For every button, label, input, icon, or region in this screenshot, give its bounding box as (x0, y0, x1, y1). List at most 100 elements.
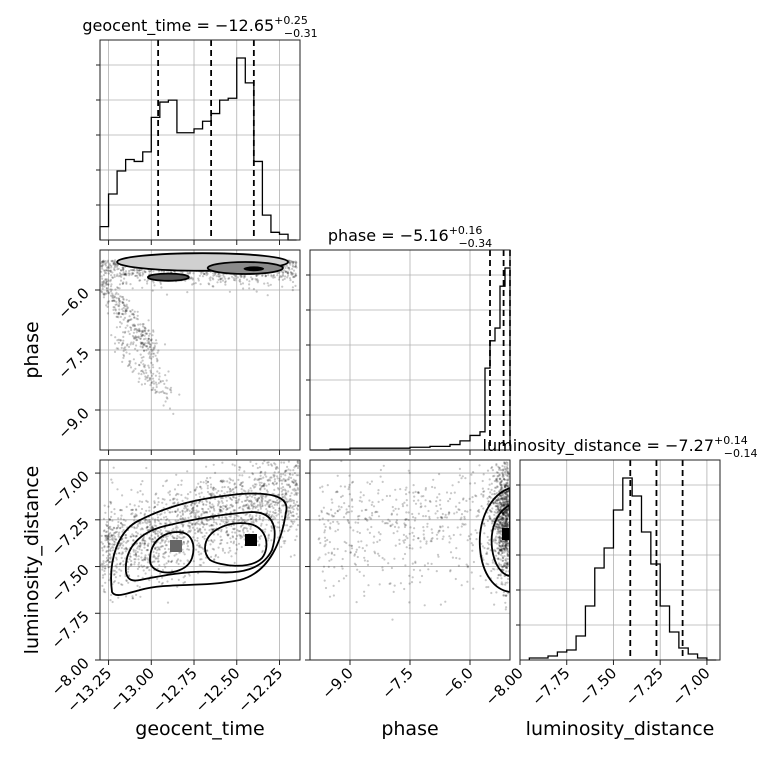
sample-point (146, 548, 149, 552)
sample-point (111, 260, 114, 263)
sample-point (126, 306, 130, 309)
sample-point (347, 505, 350, 508)
sample-point (413, 495, 416, 498)
sample-point (163, 547, 167, 551)
sample-point (219, 277, 222, 280)
sample-point (149, 384, 152, 387)
sample-point (292, 508, 295, 511)
sample-point (275, 482, 278, 485)
sample-point (408, 471, 411, 475)
sample-point (199, 485, 202, 488)
sample-point (184, 505, 187, 508)
sample-point (101, 265, 104, 268)
sample-point (152, 555, 155, 559)
sample-point (277, 493, 280, 496)
sample-point (358, 499, 361, 502)
sample-point (209, 492, 212, 495)
sample-point (139, 271, 142, 275)
sample-point (128, 269, 131, 273)
sample-point (195, 501, 198, 504)
sample-point (366, 563, 370, 567)
sample-point (264, 499, 267, 503)
sample-point (318, 556, 321, 559)
sample-point (102, 283, 105, 286)
sample-point (129, 283, 132, 286)
sample-point (274, 501, 278, 504)
sample-point (122, 563, 125, 567)
sample-point (151, 334, 154, 337)
sample-point (286, 276, 289, 279)
sample-point (492, 540, 495, 543)
sample-point (236, 529, 239, 532)
sample-point (111, 528, 114, 532)
sample-point (267, 504, 270, 507)
sample-point (404, 524, 408, 527)
sample-point (113, 296, 117, 299)
sample-point (150, 382, 153, 385)
sample-point (134, 549, 137, 552)
sample-point (144, 329, 147, 332)
sample-point (486, 519, 489, 523)
sample-point (142, 343, 145, 346)
sample-point (496, 530, 499, 533)
sample-point (103, 545, 106, 548)
sample-point (194, 522, 197, 525)
sample-point (133, 504, 136, 507)
sample-point (247, 504, 250, 507)
sample-point (125, 579, 128, 582)
sample-point (257, 477, 261, 480)
sample-point (196, 530, 199, 533)
sample-point (399, 582, 402, 585)
sample-point (109, 560, 112, 564)
sample-point (156, 560, 160, 563)
sample-point (383, 558, 386, 561)
sample-point (289, 279, 292, 282)
sample-point (101, 568, 104, 571)
sample-point (167, 370, 170, 373)
sample-point (162, 507, 165, 510)
sample-point (138, 565, 141, 569)
sample-point (503, 461, 506, 464)
sample-point (128, 299, 131, 302)
sample-point (342, 516, 346, 519)
sample-point (208, 283, 211, 286)
sample-point (165, 515, 168, 518)
sample-point (123, 524, 126, 527)
sample-point (132, 358, 135, 361)
sample-point (141, 559, 144, 562)
sample-point (113, 543, 116, 547)
sample-point (111, 271, 114, 274)
sample-point (289, 504, 292, 507)
sample-point (485, 586, 488, 589)
sample-point (133, 558, 136, 561)
sample-point (180, 479, 183, 482)
sample-point (173, 270, 177, 273)
tick-label-luminosity_distance: −8.00 (482, 664, 527, 709)
sample-point (132, 534, 135, 537)
sample-point (224, 516, 227, 519)
sample-point (170, 560, 173, 563)
sample-point (283, 530, 286, 533)
sample-point (109, 532, 112, 535)
sample-point (499, 521, 502, 524)
sample-point (220, 519, 223, 523)
sample-point (280, 461, 283, 464)
sample-point (266, 282, 269, 285)
sample-point (288, 259, 291, 262)
sample-point (140, 549, 143, 552)
sample-point (392, 509, 395, 512)
sample-point (318, 518, 321, 521)
sample-point (444, 600, 447, 603)
sample-point (458, 501, 461, 504)
sample-point (489, 491, 492, 494)
sample-point (208, 505, 211, 508)
sample-point (180, 493, 183, 497)
sample-point (116, 268, 119, 271)
sample-point (212, 274, 215, 277)
sample-point (270, 529, 273, 532)
sample-point (163, 541, 166, 544)
sample-point (377, 515, 381, 518)
sample-point (278, 507, 281, 510)
sample-point (491, 561, 494, 564)
sample-point (123, 316, 127, 319)
